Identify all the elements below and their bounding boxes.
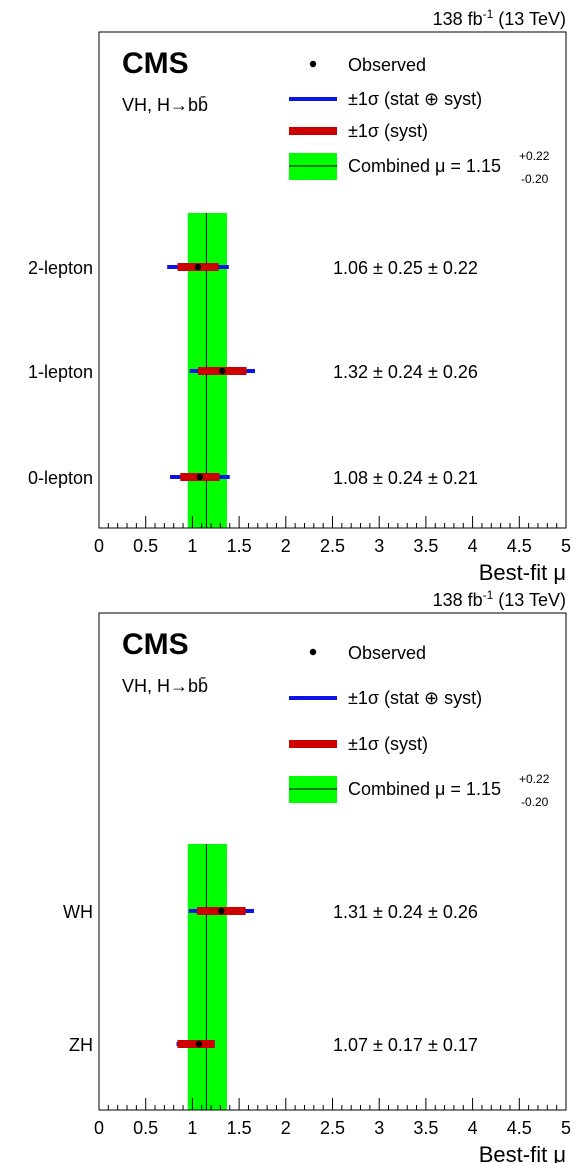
process-label: VH, H→bb̄: [122, 95, 208, 115]
x-tick-label: 5: [561, 536, 571, 556]
category-0-lepton: 0-lepton 1.08 ± 0.24 ± 0.21: [28, 468, 478, 488]
category-label: 2-lepton: [28, 258, 93, 278]
lumi-exponent: -1: [483, 588, 494, 602]
legend-combined-down: -0.20: [521, 172, 549, 186]
x-tick-label: 0: [94, 1118, 104, 1138]
legend: Observed ±1σ (stat ⊕ syst) ±1σ (syst) Combi…: [289, 643, 550, 809]
legend-syst-label: ±1σ (syst): [348, 734, 428, 754]
legend-combined-label: Combined μ = 1.15: [348, 779, 501, 799]
legend-combined-up: +0.22: [519, 149, 550, 163]
x-tick-label: 3.5: [413, 536, 438, 556]
observed-point: [218, 907, 225, 915]
legend-total-label: ±1σ (stat ⊕ syst): [348, 89, 482, 109]
category-zh: ZH 1.07 ± 0.17 ± 0.17: [69, 1035, 478, 1055]
x-tick-label: 4: [468, 1118, 478, 1138]
observed-point: [194, 263, 202, 271]
process-label: VH, H→bb̄: [122, 676, 208, 696]
category-result-text: 1.06 ± 0.25 ± 0.22: [333, 258, 478, 278]
x-tick-label: 3: [374, 536, 384, 556]
x-tick-label: 2: [281, 536, 291, 556]
x-tick-label: 4: [468, 536, 478, 556]
x-axis-title: Best-fit μ: [479, 1142, 566, 1163]
lumi-label: 138 fb-1 (13 TeV): [433, 7, 566, 29]
lumi-label: 138 fb-1 (13 TeV): [433, 588, 566, 610]
cms-logo-text: CMS: [122, 47, 189, 80]
legend-syst-label: ±1σ (syst): [348, 121, 428, 141]
legend: Observed ±1σ (stat ⊕ syst) ±1σ (syst) Combi…: [289, 55, 550, 186]
x-tick-label: 2: [281, 1118, 291, 1138]
observed-point: [195, 1040, 203, 1048]
category-wh: WH 1.31 ± 0.24 ± 0.26: [63, 902, 478, 922]
x-tick-label: 4.5: [507, 1118, 532, 1138]
x-tick-label: 0.5: [133, 1118, 158, 1138]
x-tick-label: 1.5: [227, 1118, 252, 1138]
category-label: 1-lepton: [28, 362, 93, 382]
lumi-value: 138 fb: [433, 9, 483, 29]
x-tick-label: 5: [561, 1118, 571, 1138]
combined-band: [187, 844, 227, 1110]
chart-panel-1: 2-lepton 1.06 ± 0.25 ± 0.22 1-lepton 1.32 ±…: [28, 7, 571, 585]
category-2-lepton: 2-lepton 1.06 ± 0.25 ± 0.22: [28, 258, 478, 278]
category-label: 0-lepton: [28, 468, 93, 488]
x-tick-label: 1: [187, 1118, 197, 1138]
category-label: ZH: [69, 1035, 93, 1055]
x-tick-label: 1.5: [227, 536, 252, 556]
legend-total-label: ±1σ (stat ⊕ syst): [348, 688, 482, 708]
lumi-energy: (13 TeV): [493, 9, 566, 29]
legend-combined-label: Combined μ = 1.15: [348, 156, 501, 176]
cms-logo-text: CMS: [122, 628, 189, 661]
category-result-text: 1.32 ± 0.24 ± 0.26: [333, 362, 478, 382]
x-tick-label: 1: [187, 536, 197, 556]
category-result-text: 1.08 ± 0.24 ± 0.21: [333, 468, 478, 488]
x-tick-label: 0: [94, 536, 104, 556]
lumi-value: 138 fb: [433, 590, 483, 610]
legend-observed-marker: [309, 648, 317, 656]
legend-combined-up: +0.22: [519, 772, 550, 786]
chart-panel-2: WH 1.31 ± 0.24 ± 0.26 ZH 1.07 ± 0.17 ± 0.17…: [63, 588, 571, 1163]
x-tick-label: 3: [374, 1118, 384, 1138]
category-label: WH: [63, 902, 93, 922]
observed-point: [196, 473, 204, 481]
category-result-text: 1.31 ± 0.24 ± 0.26: [333, 902, 478, 922]
legend-combined-down: -0.20: [521, 795, 549, 809]
x-axis-title: Best-fit μ: [479, 560, 566, 585]
category-1-lepton: 1-lepton 1.32 ± 0.24 ± 0.26: [28, 362, 478, 382]
category-result-text: 1.07 ± 0.17 ± 0.17: [333, 1035, 478, 1055]
lumi-exponent: -1: [483, 7, 494, 21]
x-tick-label: 0.5: [133, 536, 158, 556]
x-tick-label: 2.5: [320, 1118, 345, 1138]
x-tick-label: 4.5: [507, 536, 532, 556]
x-tick-label: 2.5: [320, 536, 345, 556]
observed-point: [219, 367, 226, 375]
x-tick-label: 3.5: [413, 1118, 438, 1138]
legend-observed-marker: [309, 60, 317, 68]
lumi-energy: (13 TeV): [493, 590, 566, 610]
legend-observed-label: Observed: [348, 643, 426, 663]
legend-observed-label: Observed: [348, 55, 426, 75]
